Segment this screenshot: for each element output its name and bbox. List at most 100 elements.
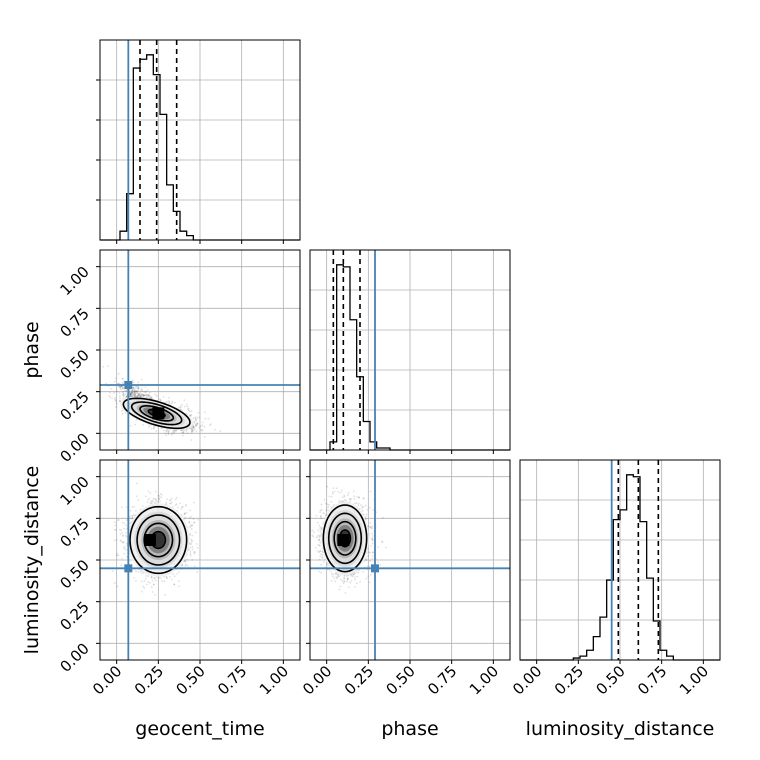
sample-point bbox=[194, 416, 197, 419]
sample-point bbox=[178, 585, 181, 588]
sample-point bbox=[191, 523, 194, 526]
sample-point bbox=[161, 579, 164, 582]
sample-point bbox=[155, 498, 158, 501]
sample-point bbox=[135, 579, 137, 582]
sample-point bbox=[169, 576, 171, 578]
sample-point bbox=[131, 506, 134, 508]
sample-point bbox=[129, 393, 132, 396]
sample-point bbox=[140, 388, 143, 391]
sample-point bbox=[120, 506, 123, 509]
sample-point bbox=[207, 417, 210, 420]
sample-point bbox=[134, 394, 136, 397]
sample-point bbox=[141, 572, 144, 575]
sample-point bbox=[149, 492, 152, 495]
sample-point bbox=[135, 418, 138, 421]
sample-point bbox=[148, 391, 151, 394]
sample-point bbox=[133, 393, 136, 396]
sample-point bbox=[133, 388, 136, 391]
sample-point bbox=[166, 429, 169, 432]
sample-point bbox=[151, 591, 154, 593]
sample-point bbox=[114, 400, 117, 403]
y-tick-label: 1.00 bbox=[56, 263, 92, 299]
sample-point bbox=[179, 502, 182, 505]
sample-point bbox=[156, 500, 159, 503]
histogram-panel-geocent-time bbox=[96, 39, 301, 244]
sample-point bbox=[184, 563, 187, 566]
sample-point bbox=[152, 497, 155, 500]
sample-point bbox=[114, 396, 117, 399]
sample-point bbox=[195, 430, 198, 433]
sample-point bbox=[186, 564, 189, 567]
sample-point bbox=[181, 506, 184, 508]
sample-point bbox=[190, 543, 193, 545]
histogram-panel-phase bbox=[309, 249, 511, 454]
sample-point bbox=[122, 535, 124, 538]
sample-point bbox=[186, 432, 189, 435]
sample-point bbox=[165, 434, 168, 437]
sample-point bbox=[140, 590, 143, 593]
sample-point bbox=[121, 381, 124, 384]
sample-point bbox=[181, 564, 184, 567]
sample-point bbox=[128, 391, 131, 394]
sample-point bbox=[121, 410, 123, 412]
sample-point bbox=[120, 540, 123, 542]
sample-point bbox=[164, 432, 167, 435]
sample-point bbox=[160, 493, 163, 496]
sample-point bbox=[129, 393, 131, 396]
sample-point bbox=[124, 412, 127, 414]
sample-point bbox=[165, 575, 168, 578]
sample-point bbox=[131, 391, 134, 394]
sample-point bbox=[143, 587, 146, 589]
sample-point bbox=[102, 365, 105, 368]
sample-point bbox=[136, 394, 139, 397]
y-tick-label: 0.50 bbox=[56, 346, 92, 382]
sample-point bbox=[122, 392, 124, 394]
sample-point bbox=[189, 554, 192, 557]
sample-point bbox=[141, 505, 144, 507]
sample-point bbox=[136, 390, 138, 393]
sample-point bbox=[132, 387, 135, 389]
sample-point bbox=[168, 396, 170, 399]
sample-point bbox=[189, 524, 192, 527]
sample-point bbox=[125, 395, 128, 398]
sample-point bbox=[190, 515, 193, 518]
sample-point bbox=[111, 397, 114, 400]
sample-point bbox=[173, 583, 176, 586]
y-tick-label: 0.25 bbox=[56, 388, 92, 424]
sample-point bbox=[158, 497, 161, 500]
sample-point bbox=[158, 398, 161, 401]
sample-point bbox=[147, 395, 150, 398]
sample-point bbox=[131, 388, 134, 391]
sample-point bbox=[145, 583, 148, 586]
sample-point bbox=[130, 392, 133, 394]
sample-point bbox=[197, 411, 200, 414]
sample-point bbox=[193, 501, 195, 504]
sample-point bbox=[120, 564, 123, 567]
sample-point bbox=[142, 394, 145, 397]
sample-point bbox=[139, 389, 142, 392]
sample-point bbox=[166, 400, 169, 403]
sample-point bbox=[137, 394, 140, 396]
sample-point bbox=[120, 388, 122, 391]
sample-point bbox=[181, 564, 183, 567]
sample-point bbox=[162, 396, 165, 398]
sample-point bbox=[152, 583, 155, 586]
sample-point bbox=[173, 431, 175, 433]
panel-frame bbox=[99, 249, 301, 451]
sample-point bbox=[154, 498, 156, 501]
sample-point bbox=[172, 573, 174, 576]
sample-point bbox=[108, 394, 111, 397]
sample-point bbox=[131, 389, 133, 392]
sample-point bbox=[155, 395, 158, 397]
sample-point bbox=[146, 501, 149, 504]
sample-point bbox=[113, 582, 116, 584]
sample-point bbox=[162, 429, 165, 432]
joint-content bbox=[100, 250, 300, 450]
sample-point bbox=[183, 513, 186, 516]
sample-point bbox=[129, 394, 131, 397]
sample-point bbox=[170, 497, 173, 500]
sample-point bbox=[186, 405, 189, 408]
sample-point bbox=[123, 545, 126, 548]
sample-point bbox=[135, 390, 138, 393]
sample-point bbox=[129, 394, 132, 396]
